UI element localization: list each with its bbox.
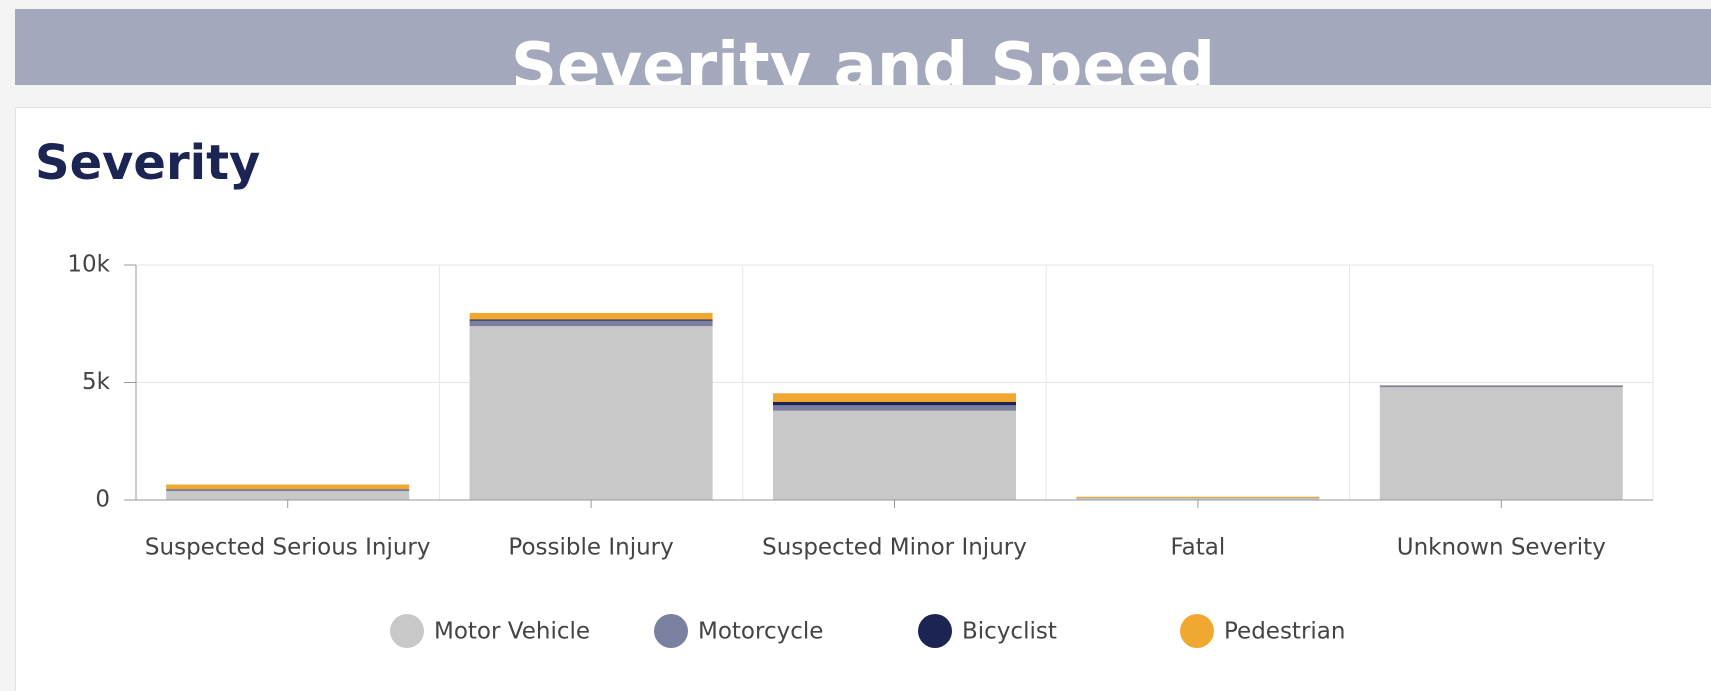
y-tick-label: 5k [82, 369, 111, 395]
bar-segment [1076, 497, 1319, 498]
y-tick-label: 0 [95, 487, 110, 513]
x-tick-label: Suspected Serious Injury [145, 535, 431, 561]
bar-segment [1380, 387, 1623, 500]
legend-label: Pedestrian [1224, 619, 1345, 645]
bar-segment [470, 313, 713, 320]
y-tick-label: 10k [67, 252, 110, 278]
bar-segment [1380, 386, 1623, 387]
bar-segment [773, 411, 1016, 500]
legend-label: Bicyclist [962, 619, 1057, 645]
bar-segment [470, 320, 713, 321]
x-tick-label: Unknown Severity [1397, 535, 1606, 561]
bar-segment [166, 484, 409, 489]
bar-segment [773, 393, 1016, 402]
bar-segment [773, 405, 1016, 410]
x-tick-label: Suspected Minor Injury [762, 535, 1027, 561]
bar-segment [470, 326, 713, 500]
legend-swatch [390, 614, 424, 648]
chart-title: Severity [35, 135, 260, 191]
bar-segment [773, 402, 1016, 405]
x-tick-label: Fatal [1171, 535, 1226, 561]
legend-swatch [1180, 614, 1214, 648]
legend-label: Motor Vehicle [434, 619, 590, 645]
legend-swatch [654, 614, 688, 648]
legend-swatch [918, 614, 952, 648]
legend-label: Motorcycle [698, 619, 823, 645]
bar-segment [166, 490, 409, 491]
bar-segment [470, 321, 713, 326]
x-tick-label: Possible Injury [508, 535, 673, 561]
bar-segment [166, 491, 409, 500]
